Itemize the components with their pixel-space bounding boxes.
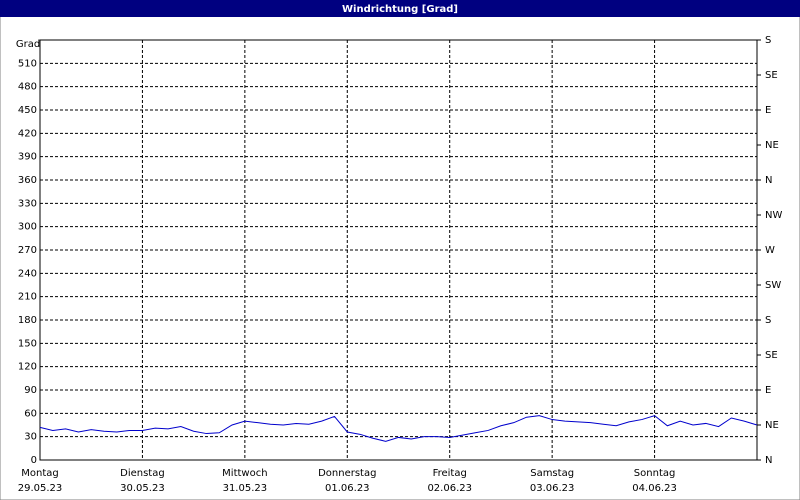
- y2-tick-label: NW: [765, 210, 782, 221]
- x-tick-label: Samstag: [530, 468, 574, 479]
- x-tick-label: 31.05.23: [223, 483, 268, 494]
- y2-tick-label: NE: [765, 140, 779, 151]
- y-tick-label: 60: [24, 408, 37, 419]
- y-axis-label: Grad: [16, 39, 40, 50]
- y-tick-label: 210: [18, 292, 37, 303]
- x-tick-label: Sonntag: [634, 468, 676, 479]
- y-tick-label: 360: [18, 175, 37, 186]
- y-tick-label: 30: [24, 432, 37, 443]
- y-tick-label: 510: [18, 58, 37, 69]
- y2-tick-label: SE: [765, 70, 778, 81]
- y-tick-label: 480: [18, 82, 37, 93]
- x-tick-label: Donnerstag: [318, 468, 376, 479]
- y-tick-label: 300: [18, 222, 37, 233]
- y-tick-label: 180: [18, 315, 37, 326]
- data-line: [39, 415, 758, 442]
- y2-tick-label: S: [765, 315, 771, 326]
- y-tick-label: 450: [18, 105, 37, 116]
- x-tick-label: 02.06.23: [427, 483, 472, 494]
- title-bar: [0, 0, 800, 17]
- y2-tick-label: NE: [765, 420, 779, 431]
- x-tick-label: 30.05.23: [120, 483, 165, 494]
- y-tick-label: 270: [18, 245, 37, 256]
- y-tick-label: 240: [18, 268, 37, 279]
- y2-tick-label: SW: [765, 280, 781, 291]
- y2-tick-label: E: [765, 105, 771, 116]
- x-tick-label: 01.06.23: [325, 483, 370, 494]
- y-tick-label: 0: [31, 455, 37, 466]
- y2-tick-label: S: [765, 35, 771, 46]
- x-tick-label: 04.06.23: [632, 483, 677, 494]
- x-tick-label: 03.06.23: [530, 483, 575, 494]
- y2-tick-label: SE: [765, 350, 778, 361]
- y-tick-label: 390: [18, 152, 37, 163]
- y-tick-label: 330: [18, 198, 37, 209]
- x-tick-label: Mittwoch: [222, 468, 267, 479]
- y-tick-label: 120: [18, 362, 37, 373]
- x-tick-label: 29.05.23: [18, 483, 63, 494]
- y-tick-label: 420: [18, 128, 37, 139]
- chart-title: Windrichtung [Grad]: [342, 4, 458, 15]
- x-tick-label: Montag: [21, 468, 58, 479]
- x-tick-label: Dienstag: [120, 468, 165, 479]
- y2-tick-label: N: [765, 455, 772, 466]
- x-tick-label: Freitag: [433, 468, 467, 479]
- y2-tick-label: E: [765, 385, 771, 396]
- y2-tick-label: N: [765, 175, 772, 186]
- y2-tick-label: W: [765, 245, 775, 256]
- y-tick-label: 90: [24, 385, 37, 396]
- y-tick-label: 150: [18, 338, 37, 349]
